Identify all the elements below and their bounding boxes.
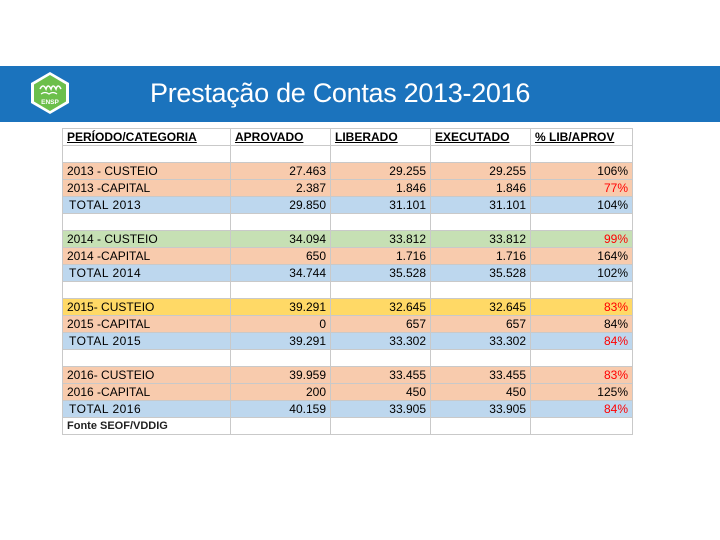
cell-liberado: 657 — [330, 315, 431, 333]
cell-liberado: 32.645 — [330, 298, 431, 316]
cell-aprovado: 29.850 — [230, 196, 331, 214]
spacer-row — [62, 281, 633, 299]
cell-aprovado: 39.291 — [230, 332, 331, 350]
cell-executado: 33.905 — [430, 400, 531, 418]
cell-percent: 99% — [530, 230, 633, 248]
cell-executado: 35.528 — [430, 264, 531, 282]
cell-percent: 77% — [530, 179, 633, 197]
header-row: PERÍODO/CATEGORIA APROVADO LIBERADO EXEC… — [62, 128, 633, 146]
row-label: TOTAL 2016 — [62, 400, 231, 418]
cell-liberado: 33.812 — [330, 230, 431, 248]
cell-percent: 84% — [530, 315, 633, 333]
cell-aprovado: 27.463 — [230, 162, 331, 180]
header-liberado: LIBERADO — [330, 128, 431, 146]
cell-executado: 33.302 — [430, 332, 531, 350]
cell-liberado: 33.905 — [330, 400, 431, 418]
cell-percent: 106% — [530, 162, 633, 180]
cell-aprovado: 39.959 — [230, 366, 331, 384]
source-row: Fonte SEOF/VDDIG — [62, 417, 633, 435]
cell-percent: 104% — [530, 196, 633, 214]
table-row: 2013 - CUSTEIO 27.463 29.255 29.255 106% — [62, 162, 633, 180]
row-label: 2014 -CAPITAL — [62, 247, 231, 265]
table-row: 2016 -CAPITAL 200 450 450 125% — [62, 383, 633, 401]
row-label: 2014 - CUSTEIO — [62, 230, 231, 248]
row-label: 2015- CUSTEIO — [62, 298, 231, 316]
cell-percent: 102% — [530, 264, 633, 282]
cell-executado: 657 — [430, 315, 531, 333]
row-label: TOTAL 2013 — [62, 196, 231, 214]
cell-percent: 84% — [530, 400, 633, 418]
logo-text: ENSP — [41, 99, 59, 106]
spacer-row — [62, 145, 633, 163]
cell-aprovado: 200 — [230, 383, 331, 401]
cell-liberado: 31.101 — [330, 196, 431, 214]
cell-aprovado: 39.291 — [230, 298, 331, 316]
header-aprovado: APROVADO — [230, 128, 331, 146]
cell-liberado: 35.528 — [330, 264, 431, 282]
slide-title: Prestação de Contas 2013-2016 — [150, 78, 531, 108]
cell-aprovado: 650 — [230, 247, 331, 265]
cell-executado: 450 — [430, 383, 531, 401]
cell-aprovado: 0 — [230, 315, 331, 333]
table-row: 2013 -CAPITAL 2.387 1.846 1.846 77% — [62, 179, 633, 197]
cell-executado: 1.846 — [430, 179, 531, 197]
cell-liberado: 29.255 — [330, 162, 431, 180]
spacer-row — [62, 213, 633, 231]
spacer-row — [62, 349, 633, 367]
cell-executado: 31.101 — [430, 196, 531, 214]
title-bar: ENSP Prestação de Contas 2013-2016 — [0, 66, 720, 122]
cell-executado: 33.812 — [430, 230, 531, 248]
table-row: 2015 -CAPITAL 0 657 657 84% — [62, 315, 633, 333]
accounts-table-container: PERÍODO/CATEGORIA APROVADO LIBERADO EXEC… — [62, 128, 633, 435]
cell-executado: 33.455 — [430, 366, 531, 384]
cell-percent: 83% — [530, 298, 633, 316]
table-row: TOTAL 2016 40.159 33.905 33.905 84% — [62, 400, 633, 418]
cell-executado: 1.716 — [430, 247, 531, 265]
table-row: TOTAL 2015 39.291 33.302 33.302 84% — [62, 332, 633, 350]
row-label: 2013 - CUSTEIO — [62, 162, 231, 180]
table-row: 2016- CUSTEIO 39.959 33.455 33.455 83% — [62, 366, 633, 384]
source-note: Fonte SEOF/VDDIG — [62, 417, 231, 435]
cell-liberado: 33.455 — [330, 366, 431, 384]
cell-aprovado: 2.387 — [230, 179, 331, 197]
cell-aprovado: 34.094 — [230, 230, 331, 248]
cell-liberado: 1.846 — [330, 179, 431, 197]
header-percent: % LIB/APROV — [530, 128, 633, 146]
cell-percent: 164% — [530, 247, 633, 265]
cell-executado: 29.255 — [430, 162, 531, 180]
row-label: 2016- CUSTEIO — [62, 366, 231, 384]
table-row: TOTAL 2013 29.850 31.101 31.101 104% — [62, 196, 633, 214]
cell-percent: 84% — [530, 332, 633, 350]
cell-liberado: 450 — [330, 383, 431, 401]
table-row: 2014 - CUSTEIO 34.094 33.812 33.812 99% — [62, 230, 633, 248]
row-label: 2015 -CAPITAL — [62, 315, 231, 333]
header-periodo: PERÍODO/CATEGORIA — [62, 128, 231, 146]
cell-aprovado: 40.159 — [230, 400, 331, 418]
cell-percent: 83% — [530, 366, 633, 384]
cell-liberado: 33.302 — [330, 332, 431, 350]
row-label: TOTAL 2014 — [62, 264, 231, 282]
accounts-table: PERÍODO/CATEGORIA APROVADO LIBERADO EXEC… — [62, 128, 633, 435]
table-row: TOTAL 2014 34.744 35.528 35.528 102% — [62, 264, 633, 282]
row-label: TOTAL 2015 — [62, 332, 231, 350]
row-label: 2013 -CAPITAL — [62, 179, 231, 197]
cell-executado: 32.645 — [430, 298, 531, 316]
cell-liberado: 1.716 — [330, 247, 431, 265]
row-label: 2016 -CAPITAL — [62, 383, 231, 401]
table-row: 2015- CUSTEIO 39.291 32.645 32.645 83% — [62, 298, 633, 316]
cell-aprovado: 34.744 — [230, 264, 331, 282]
ensp-logo: ENSP — [28, 71, 72, 115]
header-executado: EXECUTADO — [430, 128, 531, 146]
table-row: 2014 -CAPITAL 650 1.716 1.716 164% — [62, 247, 633, 265]
cell-percent: 125% — [530, 383, 633, 401]
